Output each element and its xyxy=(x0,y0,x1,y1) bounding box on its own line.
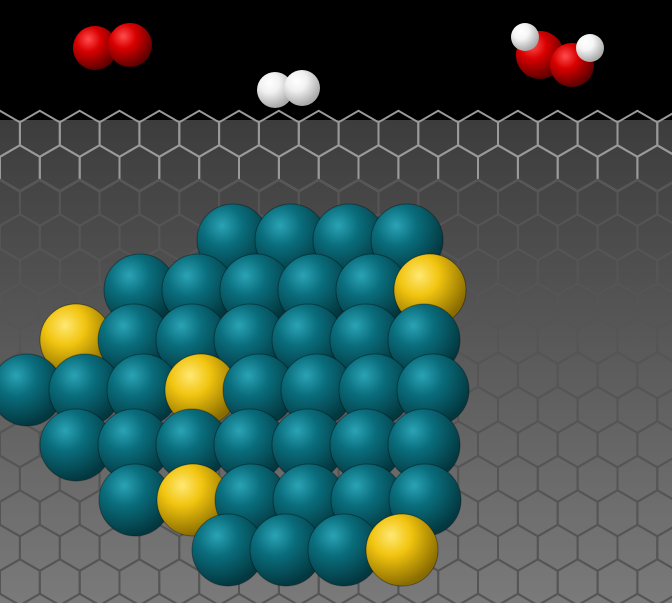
oxygen-atom xyxy=(108,23,152,67)
hydrogen-atom xyxy=(284,70,320,106)
molecular-diagram xyxy=(0,0,672,603)
hydrogen-atom xyxy=(511,23,539,51)
hydrogen-atom xyxy=(576,34,604,62)
dopant-atom xyxy=(366,514,438,586)
